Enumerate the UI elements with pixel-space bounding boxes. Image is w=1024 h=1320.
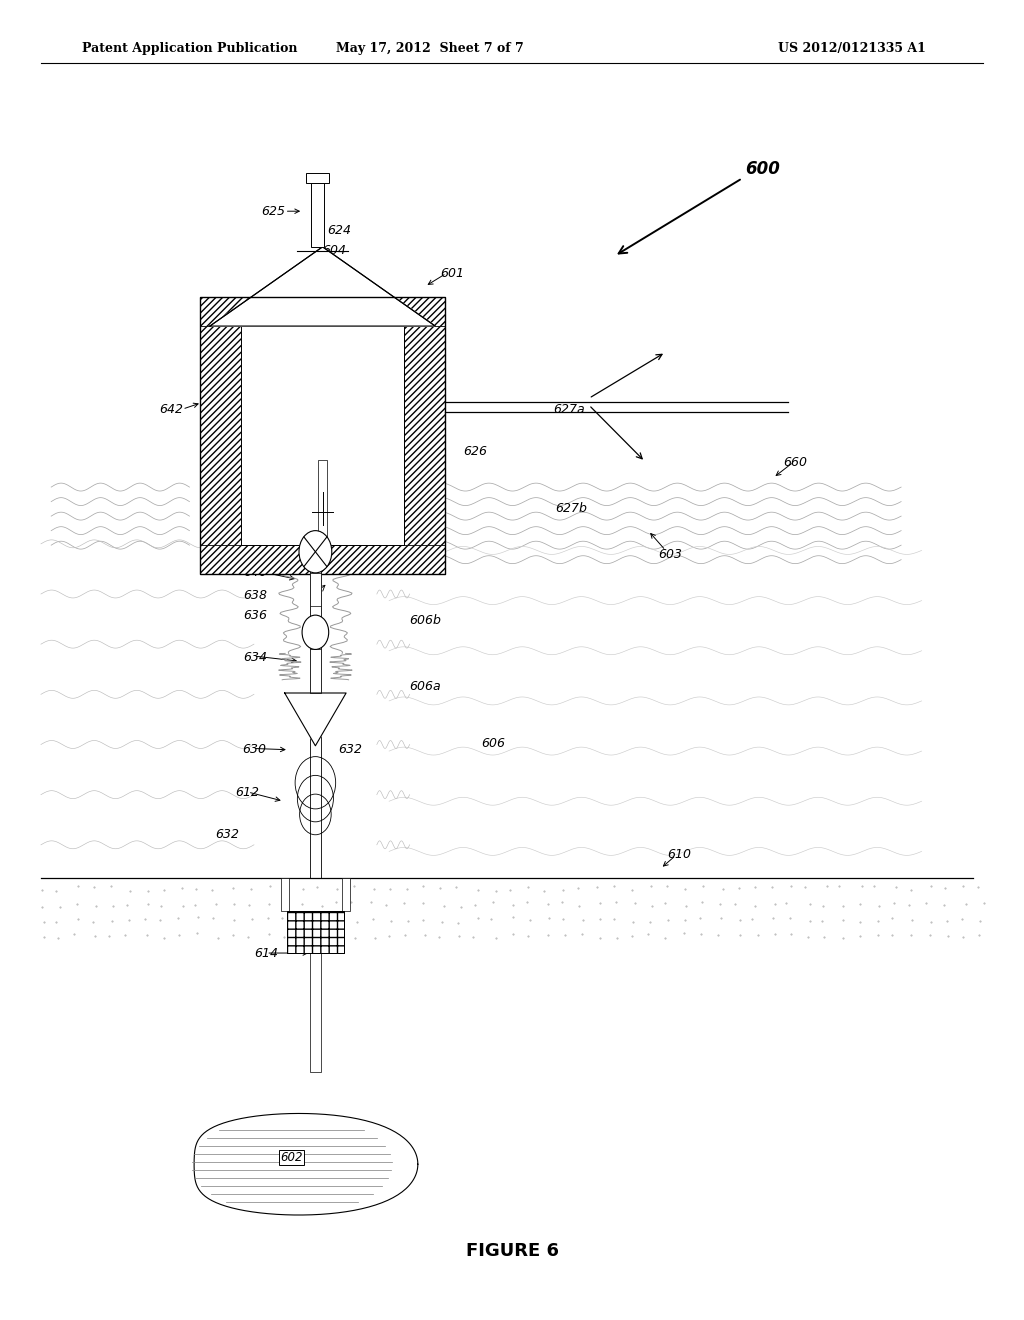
Bar xyxy=(310,573,321,606)
Polygon shape xyxy=(195,1114,418,1214)
Text: 602: 602 xyxy=(281,1151,303,1164)
Text: 625: 625 xyxy=(261,205,285,218)
Bar xyxy=(287,911,343,953)
Bar xyxy=(306,173,329,183)
Text: 640: 640 xyxy=(244,566,267,579)
Bar xyxy=(200,297,445,574)
Text: 600: 600 xyxy=(745,160,780,178)
Bar xyxy=(241,446,404,545)
Polygon shape xyxy=(210,247,435,326)
Circle shape xyxy=(302,615,329,649)
Text: 614: 614 xyxy=(254,946,278,960)
Text: 632: 632 xyxy=(338,743,361,756)
Bar xyxy=(241,326,404,545)
Text: 610: 610 xyxy=(668,847,691,861)
Text: 624: 624 xyxy=(328,224,351,238)
Text: 612: 612 xyxy=(236,785,259,799)
Text: 627a: 627a xyxy=(553,403,585,416)
Text: 638: 638 xyxy=(244,589,267,602)
Text: 626: 626 xyxy=(463,445,486,458)
Bar xyxy=(281,878,289,911)
Text: 603: 603 xyxy=(658,548,682,561)
Text: Patent Application Publication: Patent Application Publication xyxy=(82,42,297,55)
Bar xyxy=(342,878,350,911)
Text: 642: 642 xyxy=(159,403,182,416)
Text: 606b: 606b xyxy=(410,614,441,627)
Polygon shape xyxy=(285,693,346,746)
Text: 632: 632 xyxy=(215,828,239,841)
Text: 606a: 606a xyxy=(410,680,441,693)
Bar xyxy=(318,459,327,545)
Text: 606: 606 xyxy=(481,737,505,750)
Bar xyxy=(310,649,321,693)
Text: 601: 601 xyxy=(440,267,464,280)
Bar xyxy=(310,953,321,1072)
Text: 630: 630 xyxy=(243,743,266,756)
Bar xyxy=(311,183,324,247)
Text: 660: 660 xyxy=(783,455,807,469)
Bar xyxy=(200,297,241,574)
Text: US 2012/0121335 A1: US 2012/0121335 A1 xyxy=(778,42,926,55)
Bar xyxy=(241,326,404,446)
Bar xyxy=(310,545,321,878)
Text: FIGURE 6: FIGURE 6 xyxy=(466,1242,558,1261)
Bar xyxy=(404,297,445,574)
Bar xyxy=(287,911,343,953)
Text: 604: 604 xyxy=(323,244,346,257)
Bar xyxy=(200,297,445,326)
Circle shape xyxy=(299,531,332,573)
Text: 625: 625 xyxy=(246,482,269,495)
Text: May 17, 2012  Sheet 7 of 7: May 17, 2012 Sheet 7 of 7 xyxy=(336,42,524,55)
Bar xyxy=(200,545,445,574)
Text: 634: 634 xyxy=(244,651,267,664)
Text: 627b: 627b xyxy=(555,502,587,515)
Text: 636: 636 xyxy=(244,609,267,622)
